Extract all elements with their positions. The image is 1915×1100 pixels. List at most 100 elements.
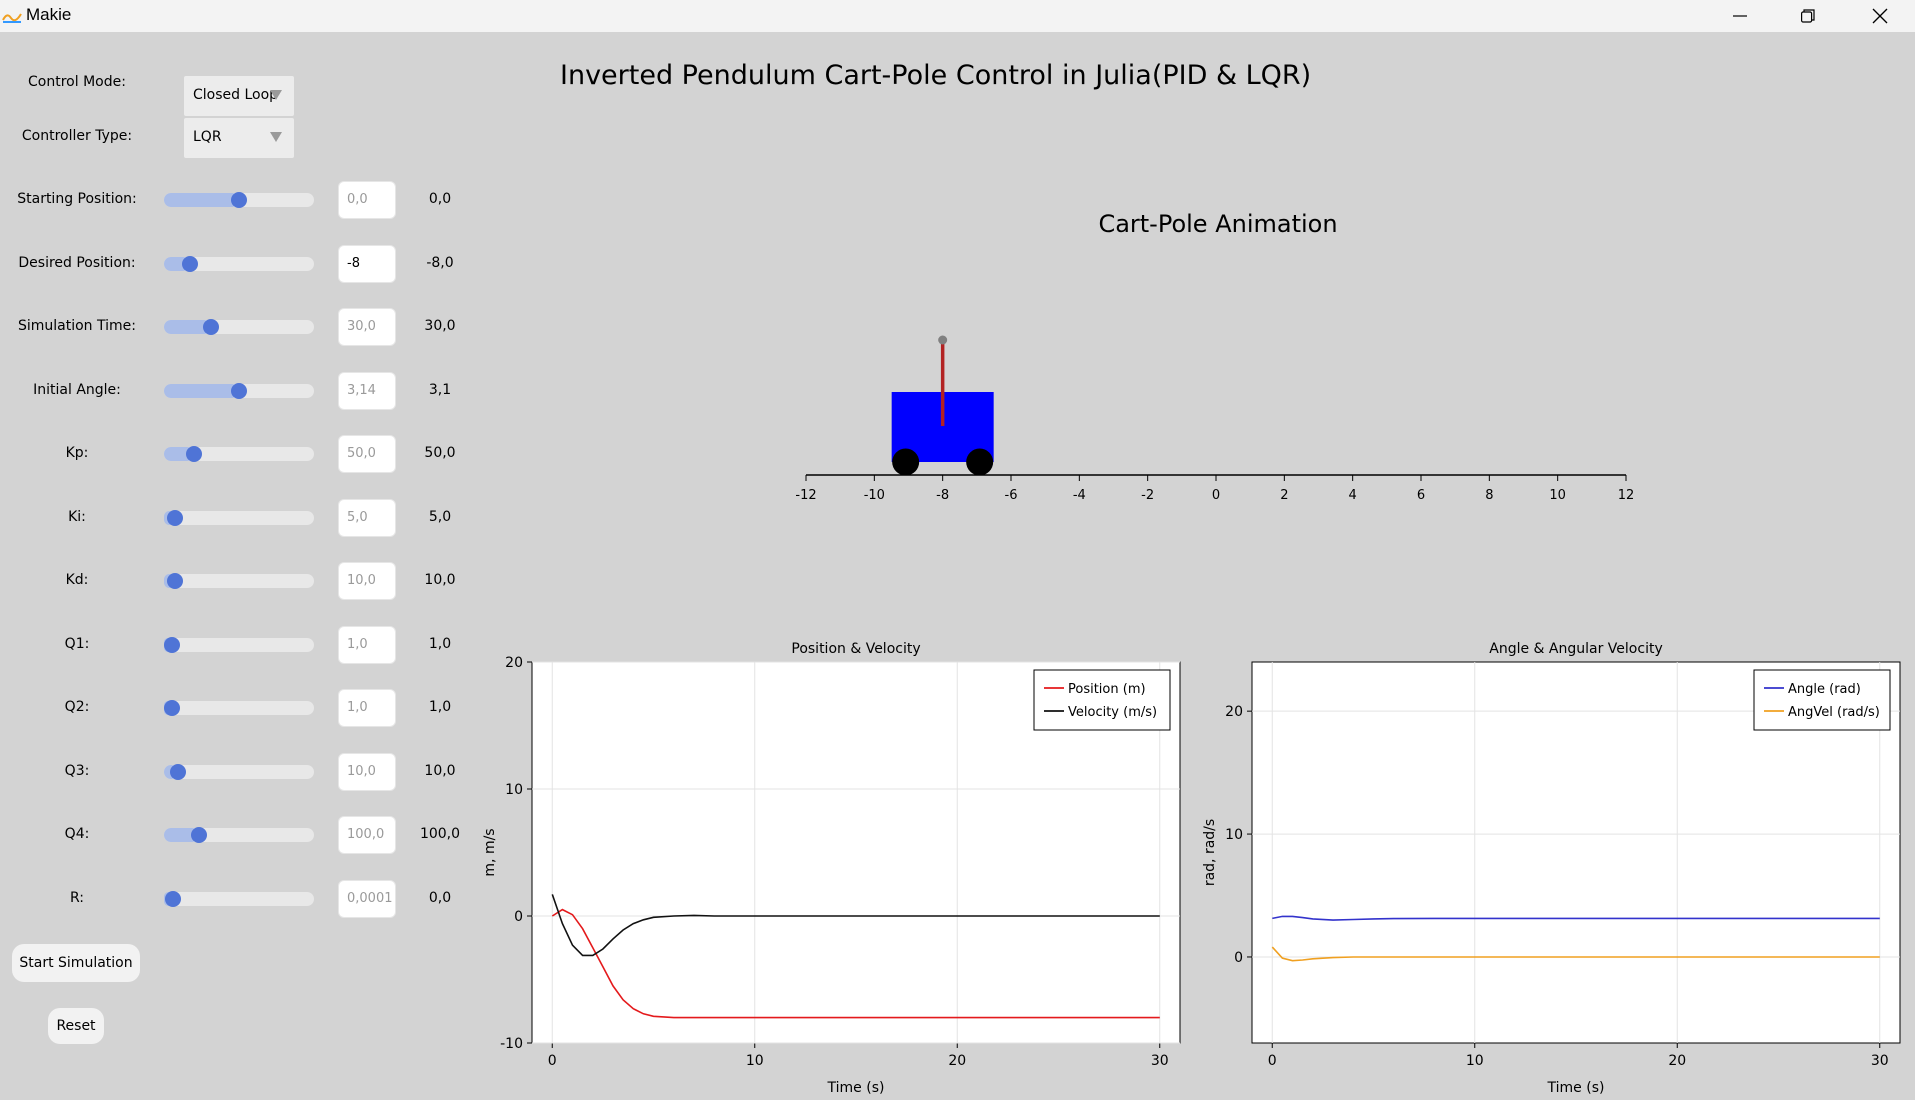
slider-textbox[interactable]: 3,14	[338, 371, 396, 410]
pole-bob	[938, 335, 948, 345]
slider[interactable]	[164, 827, 314, 843]
pos-vel-ytick-label: 10	[505, 782, 523, 798]
slider-value: 1,0	[428, 699, 452, 715]
slider-fill	[164, 828, 199, 842]
angle-xtick-label: 20	[1668, 1053, 1686, 1069]
slider-track[interactable]	[164, 891, 314, 906]
slider-handle[interactable]	[166, 509, 183, 526]
angle-legend-label: AngVel (rad/s)	[1788, 705, 1880, 720]
slider-label: Q2:	[64, 699, 90, 715]
control-mode-dropdown[interactable]: Closed Loop	[184, 76, 294, 116]
slider-value: 3,1	[428, 381, 452, 398]
slider-label: Simulation Time:	[17, 318, 136, 334]
textbox-value: 5,0	[347, 509, 368, 525]
slider[interactable]	[164, 319, 314, 335]
slider-textbox[interactable]: -8	[338, 244, 396, 283]
pos-vel-xtick-label: 0	[548, 1053, 557, 1069]
track-tick-label: 0	[1212, 488, 1220, 503]
slider-handle[interactable]	[231, 382, 247, 399]
slider[interactable]	[164, 573, 314, 589]
slider-value: 50,0	[424, 445, 456, 461]
window-title: Makie	[26, 5, 72, 24]
figure-canvas: Control Mode: Closed Loop Controller Typ…	[0, 32, 1915, 1096]
slider-handle[interactable]	[163, 636, 180, 653]
slider[interactable]	[164, 192, 314, 208]
slider-textbox[interactable]: 100,0	[338, 816, 396, 854]
slider-fill	[164, 383, 239, 398]
slider-textbox[interactable]: 10,0	[338, 562, 396, 600]
slider-label: Kp:	[65, 445, 89, 461]
slider[interactable]	[164, 446, 314, 462]
track-tick-label: -12	[795, 488, 816, 503]
pos-vel-title: Position & Velocity	[791, 641, 920, 657]
slider-handle[interactable]	[166, 573, 183, 589]
maximize-button[interactable]	[1778, 0, 1838, 32]
slider-textbox[interactable]: 1,0	[338, 625, 396, 664]
slider[interactable]	[164, 255, 314, 272]
slider-label: Initial Angle:	[33, 381, 121, 398]
slider[interactable]	[164, 763, 314, 780]
pos-vel-legend	[1033, 669, 1171, 731]
slider-value: 0,0	[428, 191, 452, 207]
slider[interactable]	[164, 382, 314, 399]
track-tick-label: 8	[1485, 488, 1493, 503]
slider-textbox[interactable]: 0,0	[338, 181, 396, 219]
slider-textbox[interactable]: 30,0	[338, 308, 396, 346]
close-button[interactable]	[1850, 0, 1910, 32]
pos-vel-series-line-1	[551, 894, 1160, 957]
slider-label: R:	[69, 889, 84, 906]
angle-ytick-label: 0	[1234, 950, 1243, 966]
pos-vel-xlabel: Time (s)	[827, 1080, 885, 1096]
slider-track[interactable]	[164, 701, 314, 715]
minimize-button[interactable]	[1710, 0, 1770, 32]
pos-vel-ylabel: m, m/s	[482, 828, 498, 876]
angle-legend-label: Angle (rad)	[1788, 682, 1861, 697]
slider-textbox[interactable]: 5,0	[338, 498, 396, 537]
slider-track[interactable]	[164, 510, 314, 525]
slider-handle[interactable]	[202, 319, 219, 335]
slider-track[interactable]	[164, 764, 314, 779]
textbox-value: 0,0001	[347, 890, 393, 906]
minimize-icon	[1733, 15, 1747, 17]
slider[interactable]	[163, 700, 314, 716]
textbox-value: -8	[347, 255, 360, 271]
angle-angular-velocity-chart: Angle & Angular Velocity 0 10 20 30 0 10 20 Time…	[1202, 641, 1901, 1096]
controller-type-dropdown[interactable]: LQR	[184, 118, 294, 158]
slider-textbox[interactable]: 50,0	[338, 435, 396, 473]
slider-handle[interactable]	[169, 763, 186, 780]
reset-button[interactable]: Reset	[48, 1008, 104, 1044]
slider-track[interactable]	[164, 256, 314, 271]
slider-handle[interactable]	[186, 446, 202, 462]
angle-legend	[1753, 669, 1891, 731]
angle-title: Angle & Angular Velocity	[1489, 641, 1662, 657]
slider-handle[interactable]	[163, 700, 180, 716]
controller-type-label: Controller Type:	[21, 128, 133, 144]
slider-label: Q1:	[64, 635, 90, 652]
slider-textbox[interactable]: 10,0	[338, 752, 396, 791]
slider-track[interactable]	[164, 574, 314, 588]
track-tick-label: 10	[1549, 488, 1566, 503]
slider-handle[interactable]	[231, 192, 247, 208]
angle-ytick-label: 20	[1225, 704, 1243, 720]
slider-track[interactable]	[164, 637, 314, 652]
slider-textbox[interactable]: 1,0	[338, 689, 396, 727]
dropdown-arrow-icon	[270, 132, 282, 142]
slider-handle[interactable]	[181, 255, 198, 272]
controller-type-value: LQR	[193, 129, 222, 145]
slider[interactable]	[163, 636, 314, 653]
pos-vel-xtick-label: 10	[746, 1053, 764, 1069]
slider-textbox[interactable]: 0,0001	[338, 879, 396, 918]
textbox-value: 1,0	[347, 636, 368, 652]
start-simulation-button[interactable]: Start Simulation	[12, 944, 140, 982]
slider[interactable]	[164, 509, 314, 526]
angle-xtick-label: 10	[1466, 1053, 1484, 1069]
window-titlebar: Makie	[0, 0, 1915, 32]
track-tick-label: -6	[1005, 488, 1018, 503]
slider[interactable]	[164, 890, 314, 907]
angle-xtick-label: 30	[1871, 1053, 1889, 1069]
slider-handle[interactable]	[165, 890, 181, 907]
slider-handle[interactable]	[190, 827, 207, 843]
angle-ytick-label: 10	[1225, 827, 1243, 843]
pos-vel-legend-label: Position (m)	[1068, 682, 1146, 697]
pos-vel-legend-label: Velocity (m/s)	[1068, 705, 1157, 720]
